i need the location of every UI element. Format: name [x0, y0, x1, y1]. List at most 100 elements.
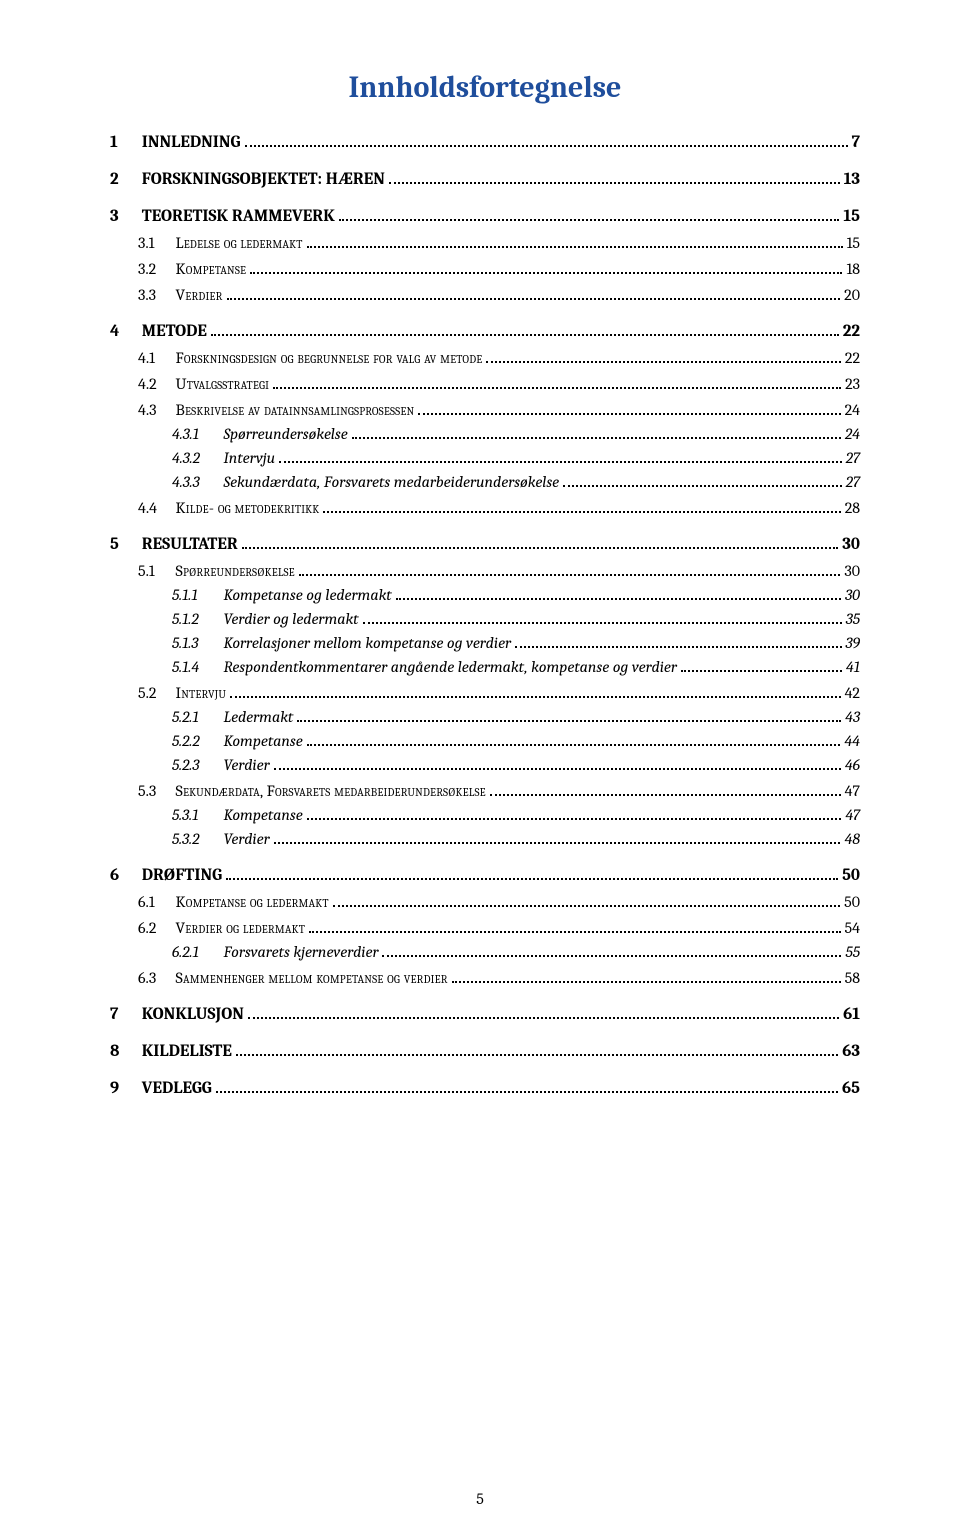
toc-leader-dots	[274, 768, 841, 770]
toc-entry-label: 9 VEDLEGG	[110, 1079, 212, 1098]
toc-entry-page: 7	[852, 133, 860, 152]
toc-entry-page: 13	[844, 170, 860, 189]
toc-leader-dots	[515, 646, 841, 648]
toc-entry-number: 4.3	[138, 401, 172, 419]
toc-entry-label: 5.2.1 Ledermakt	[172, 708, 293, 726]
toc-entry-number: 5.2.2	[172, 732, 220, 750]
toc-entry-label: 8 KILDELISTE	[110, 1042, 232, 1061]
toc-leader-dots	[333, 905, 840, 907]
toc-entry-number: 8	[110, 1042, 138, 1061]
toc-entry-text: Verdier og ledermakt	[176, 919, 306, 937]
toc-entry-text: RESULTATER	[142, 535, 238, 554]
toc-entry: 4.3.2 Intervju27	[110, 449, 860, 467]
toc-entry-number: 5.3.1	[172, 806, 220, 824]
toc-entry-label: 5.1.1 Kompetanse og ledermakt	[172, 586, 392, 604]
toc-entry-number: 6	[110, 866, 138, 885]
toc-entry-label: 1 INNLEDNING	[110, 133, 241, 152]
toc-entry-label: 5 RESULTATER	[110, 535, 238, 554]
toc-leader-dots	[248, 1017, 839, 1019]
toc-entry-number: 5.1	[138, 562, 172, 580]
toc-leader-dots	[352, 437, 841, 439]
toc-entry-label: 5.3 Sekundærdata, Forsvarets medarbeider…	[138, 782, 486, 800]
toc-entry-page: 22	[845, 349, 860, 367]
toc-entry: 5.2.3 Verdier46	[110, 756, 860, 774]
page-number: 5	[0, 1490, 960, 1508]
toc-entry-number: 4	[110, 322, 138, 341]
toc-entry: 5.1.3 Korrelasjoner mellom kompetanse og…	[110, 634, 860, 652]
toc-entry: 5.3.2 Verdier48	[110, 830, 860, 848]
toc-entry-label: 3 TEORETISK RAMMEVERK	[110, 207, 335, 226]
toc-entry-number: 5.3.2	[172, 830, 220, 848]
toc-entry: 4.3.1 Spørreundersøkelse24	[110, 425, 860, 443]
toc-entry-text: KILDELISTE	[142, 1042, 232, 1061]
toc-entry: 6.2.1 Forsvarets kjerneverdier55	[110, 943, 860, 961]
toc-entry: 5.3.1 Kompetanse47	[110, 806, 860, 824]
toc-leader-dots	[309, 931, 840, 933]
toc-entry-page: 41	[846, 658, 860, 676]
toc-entry-page: 50	[842, 866, 860, 885]
toc-entry-number: 3.2	[138, 260, 172, 278]
toc-entry-page: 47	[845, 806, 860, 824]
toc-entry: 3 TEORETISK RAMMEVERK 15	[110, 207, 860, 226]
toc-entry-number: 6.2.1	[172, 943, 220, 961]
toc-entry-number: 3.3	[138, 286, 172, 304]
toc-entry-page: 55	[845, 943, 860, 961]
toc-entry-page: 15	[843, 207, 860, 226]
toc-entry: 5.2 Intervju42	[110, 684, 860, 702]
toc-entry-text: Intervju	[176, 684, 227, 702]
toc-entry: 4.2 Utvalgsstrategi23	[110, 375, 860, 393]
toc-entry-text: FORSKNINGSOBJEKTET: HÆREN	[142, 170, 385, 189]
toc-entry-text: Ledermakt	[224, 708, 294, 726]
toc-leader-dots	[389, 182, 840, 184]
toc-entry-number: 5.1.1	[172, 586, 220, 604]
toc-entry-page: 15	[847, 234, 860, 252]
toc-entry: 4.1 Forskningsdesign og begrunnelse for …	[110, 349, 860, 367]
toc-leader-dots	[245, 145, 848, 147]
toc-entry-text: Kompetanse	[176, 260, 247, 278]
toc-entry-label: 4.4 Kilde- og metodekritikk	[138, 499, 319, 517]
toc-entry-text: Spørreundersøkelse	[176, 562, 295, 580]
toc-entry-text: TEORETISK RAMMEVERK	[142, 207, 335, 226]
toc-leader-dots	[227, 298, 841, 300]
toc-entry-number: 4.2	[138, 375, 172, 393]
toc-entry-page: 35	[846, 610, 860, 628]
toc-entry-label: 5.2.2 Kompetanse	[172, 732, 303, 750]
toc-entry-text: Kilde- og metodekritikk	[176, 499, 320, 517]
toc-entry-page: 54	[845, 919, 860, 937]
toc-leader-dots	[323, 511, 840, 513]
toc-entry-text: Verdier og ledermakt	[224, 610, 359, 628]
toc-entry: 5 RESULTATER30	[110, 535, 860, 554]
toc-leader-dots	[297, 720, 841, 722]
toc-entry-number: 5	[110, 535, 138, 554]
toc-entry-text: Spørreundersøkelse	[224, 425, 348, 443]
toc-entry-label: 5.2 Intervju	[138, 684, 226, 702]
toc-entry-label: 5.1.4 Respondentkommentarer angående led…	[172, 658, 677, 676]
toc-entry-text: VEDLEGG	[142, 1079, 212, 1098]
toc-entry-label: 5.3.2 Verdier	[172, 830, 270, 848]
toc-entry-label: 2 FORSKNINGSOBJEKTET: HÆREN	[110, 170, 385, 189]
toc-leader-dots	[211, 334, 839, 336]
toc-entry-number: 4.4	[138, 499, 172, 517]
toc-entry-text: Respondentkommentarer angående ledermakt…	[224, 658, 677, 676]
toc-entry-text: METODE	[142, 322, 207, 341]
toc-entry-page: 58	[845, 969, 860, 987]
toc-entry-label: 4.3.3 Sekundærdata, Forsvarets medarbeid…	[172, 473, 559, 491]
toc-entry-label: 4.3.2 Intervju	[172, 449, 275, 467]
toc-entry-number: 1	[110, 133, 138, 152]
toc-entry-text: Utvalgsstrategi	[176, 375, 270, 393]
toc-leader-dots	[273, 387, 841, 389]
toc-entry: 8 KILDELISTE63	[110, 1042, 860, 1061]
toc-entry: 4.4 Kilde- og metodekritikk28	[110, 499, 860, 517]
toc-entry-text: DRØFTING	[142, 866, 222, 885]
toc-entry: 6.3 Sammenhenger mellom kompetanse og ve…	[110, 969, 860, 987]
toc-entry: 6 DRØFTING 50	[110, 866, 860, 885]
toc-leader-dots	[250, 272, 842, 274]
toc-entry-number: 5.1.4	[172, 658, 220, 676]
toc-entry: 5.3 Sekundærdata, Forsvarets medarbeider…	[110, 782, 860, 800]
toc-entry: 1 INNLEDNING 7	[110, 133, 860, 152]
toc-entry-number: 5.1.3	[172, 634, 220, 652]
toc-entry: 5.2.2 Kompetanse44	[110, 732, 860, 750]
toc-entry-text: Verdier	[224, 830, 270, 848]
toc-entry-page: 43	[845, 708, 860, 726]
toc-entry-number: 4.1	[138, 349, 172, 367]
